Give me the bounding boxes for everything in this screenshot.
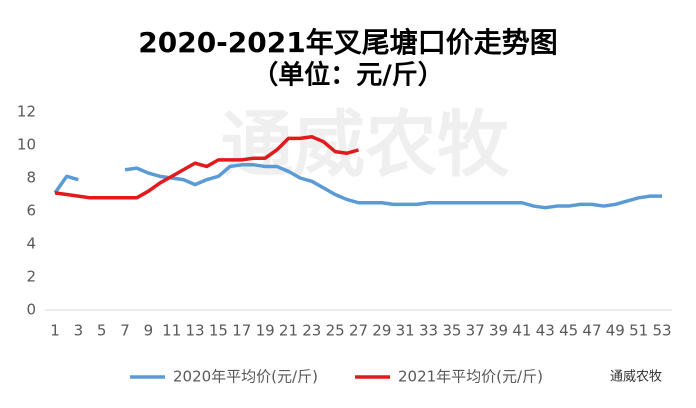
x-tick-label: 35 — [442, 322, 461, 340]
x-tick-label: 37 — [466, 322, 485, 340]
x-tick-label: 15 — [209, 322, 228, 340]
y-tick-label: 10 — [17, 136, 36, 154]
y-tick-label: 6 — [26, 202, 36, 220]
x-tick-label: 13 — [186, 322, 205, 340]
x-tick-label: 25 — [326, 322, 345, 340]
x-tick-label: 11 — [162, 322, 181, 340]
watermark: 通威农牧 — [221, 103, 510, 187]
x-tick-label: 9 — [144, 322, 154, 340]
x-tick-label: 49 — [606, 322, 625, 340]
x-tick-label: 23 — [302, 322, 321, 340]
series-line — [53, 174, 79, 194]
legend-label: 2021年平均价(元/斤) — [398, 368, 543, 386]
x-tick-label: 1 — [50, 322, 60, 340]
x-tick-label: 21 — [279, 322, 298, 340]
x-tick-label: 47 — [582, 322, 601, 340]
y-tick-label: 12 — [17, 103, 36, 121]
y-tick-label: 2 — [26, 268, 36, 286]
y-tick-label: 8 — [26, 169, 36, 187]
x-tick-label: 43 — [536, 322, 555, 340]
x-tick-label: 17 — [232, 322, 251, 340]
y-tick-label: 4 — [26, 235, 36, 253]
x-tick-label: 41 — [512, 322, 531, 340]
legend-label: 2020年平均价(元/斤) — [173, 368, 318, 386]
x-tick-label: 27 — [349, 322, 368, 340]
x-tick-label: 29 — [372, 322, 391, 340]
x-tick-label: 3 — [74, 322, 84, 340]
logo-text: 通威农牧 — [610, 370, 662, 385]
chart-title: 2020-2021年叉尾塘口价走势图 — [138, 26, 557, 59]
x-tick-label: 33 — [419, 322, 438, 340]
y-tick-label: 0 — [26, 301, 36, 319]
x-tick-label: 19 — [256, 322, 275, 340]
chart-subtitle: （单位：元/斤） — [252, 60, 444, 91]
x-tick-label: 39 — [489, 322, 508, 340]
x-tick-label: 53 — [652, 322, 671, 340]
x-tick-label: 31 — [396, 322, 415, 340]
series-line — [54, 135, 359, 200]
x-tick-label: 5 — [97, 322, 107, 340]
x-tick-label: 51 — [629, 322, 648, 340]
x-tick-label: 7 — [120, 322, 130, 340]
series-line — [124, 163, 662, 210]
x-tick-label: 45 — [559, 322, 578, 340]
